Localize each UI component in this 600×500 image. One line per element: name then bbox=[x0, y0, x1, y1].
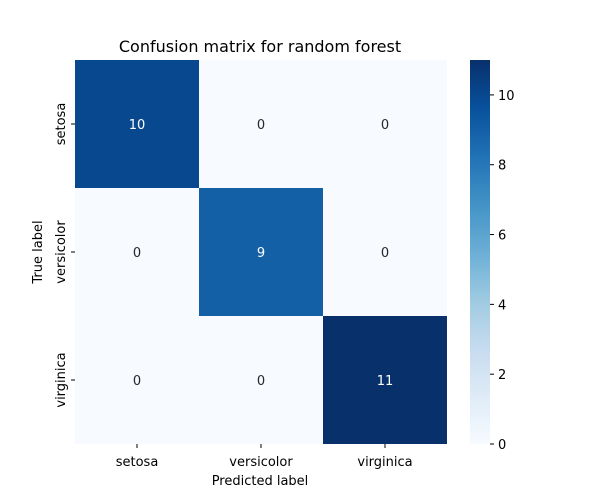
heatmap-cell-labels: 10 0 0 0 9 0 0 0 11 bbox=[129, 118, 394, 389]
heatmap-cell-1-2 bbox=[323, 188, 447, 316]
x-tick-label-1: versicolor bbox=[229, 455, 293, 470]
cell-value-1-2: 0 bbox=[381, 246, 389, 261]
heatmap-cells bbox=[75, 60, 447, 444]
cell-value-1-1: 9 bbox=[257, 246, 265, 261]
heatmap-cell-2-1 bbox=[199, 316, 323, 444]
colorbar-tick-label-0: 0 bbox=[498, 438, 506, 453]
heatmap-cell-0-2 bbox=[323, 60, 447, 188]
heatmap-cell-0-0 bbox=[75, 60, 199, 188]
colorbar bbox=[470, 60, 490, 444]
x-axis-ticks: setosa versicolor virginica bbox=[116, 444, 413, 470]
cell-value-1-0: 0 bbox=[133, 246, 141, 261]
x-tick-label-2: virginica bbox=[357, 455, 412, 470]
colorbar-tick-label-3: 6 bbox=[498, 229, 506, 244]
y-axis-label: True label bbox=[31, 220, 46, 284]
cell-value-0-2: 0 bbox=[381, 118, 389, 133]
x-axis-label: Predicted label bbox=[212, 474, 309, 489]
colorbar-ticks: 0 2 4 6 8 10 bbox=[490, 89, 515, 453]
x-tick-label-0: setosa bbox=[116, 455, 159, 470]
y-tick-label-1: versicolor bbox=[54, 220, 69, 284]
y-tick-label-2: virginica bbox=[54, 352, 69, 407]
colorbar-tick-label-1: 2 bbox=[498, 368, 506, 383]
heatmap-cell-1-0 bbox=[75, 188, 199, 316]
heatmap-cell-2-0 bbox=[75, 316, 199, 444]
cell-value-2-0: 0 bbox=[133, 374, 141, 389]
heatmap-cell-0-1 bbox=[199, 60, 323, 188]
colorbar-tick-label-2: 4 bbox=[498, 298, 506, 313]
cell-value-2-2: 11 bbox=[377, 374, 394, 389]
cell-value-0-1: 0 bbox=[257, 118, 265, 133]
colorbar-tick-label-5: 10 bbox=[498, 89, 515, 104]
heatmap-cell-2-2 bbox=[323, 316, 447, 444]
y-axis-ticks: setosa versicolor virginica bbox=[54, 103, 75, 408]
cell-value-0-0: 10 bbox=[129, 118, 146, 133]
chart-title: Confusion matrix for random forest bbox=[119, 37, 401, 56]
y-tick-label-0: setosa bbox=[54, 103, 69, 146]
cell-value-2-1: 0 bbox=[257, 374, 265, 389]
heatmap-cell-1-1 bbox=[199, 188, 323, 316]
colorbar-tick-label-4: 8 bbox=[498, 159, 506, 174]
